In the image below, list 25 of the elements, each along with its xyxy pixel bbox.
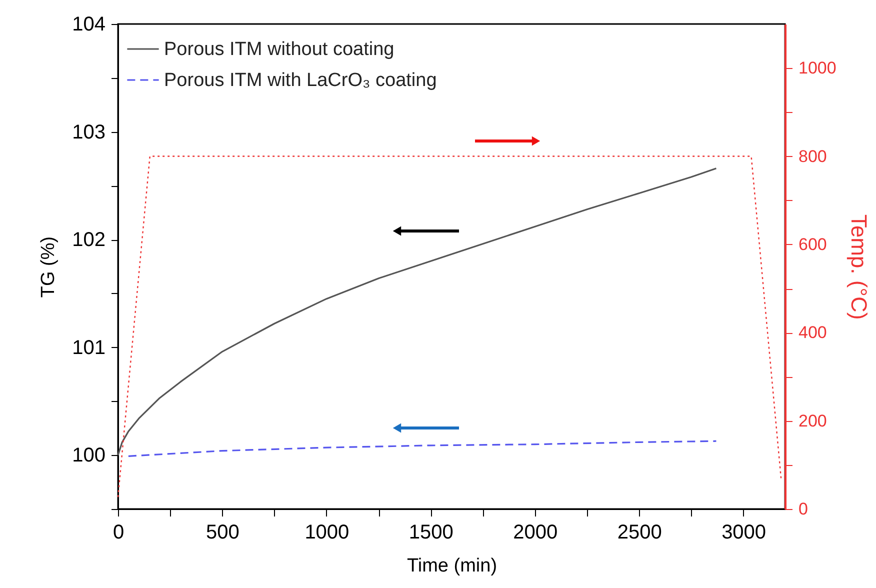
x-tick-label: 3000 — [722, 522, 766, 544]
y-tick-label: 100 — [72, 444, 106, 467]
y2-tick-label: 600 — [798, 234, 827, 254]
x-tick-label: 2000 — [513, 522, 558, 544]
y2-tick-label: 400 — [798, 323, 827, 342]
y2-tick-label: 0 — [798, 500, 808, 518]
legend-label: Porous ITM without coating — [164, 39, 394, 60]
line-series — [117, 168, 718, 456]
y2-tick-label: 800 — [798, 146, 827, 166]
y2-axis-title: Temp. (°C) — [846, 214, 872, 320]
line-series — [128, 440, 718, 457]
x-tick-label: 1000 — [304, 522, 350, 544]
y-tick-label: 104 — [72, 14, 106, 36]
y-axis-title: TG (%) — [38, 236, 60, 298]
y2-tick-label: 200 — [798, 411, 827, 430]
x-tick-label: 500 — [206, 522, 240, 544]
y-tick-label: 103 — [72, 121, 106, 144]
x-tick-label: 2500 — [617, 522, 662, 544]
y2-tick-label: 1000 — [798, 58, 836, 78]
y-tick-label: 101 — [72, 336, 106, 359]
x-tick-label: 1500 — [408, 522, 454, 544]
x-tick-label: 0 — [112, 522, 124, 544]
x-axis-title: Time (min) — [406, 556, 498, 576]
legend-label: Porous ITM with LaCrO₃ coating — [164, 70, 437, 91]
y-tick-label: 102 — [72, 229, 106, 252]
